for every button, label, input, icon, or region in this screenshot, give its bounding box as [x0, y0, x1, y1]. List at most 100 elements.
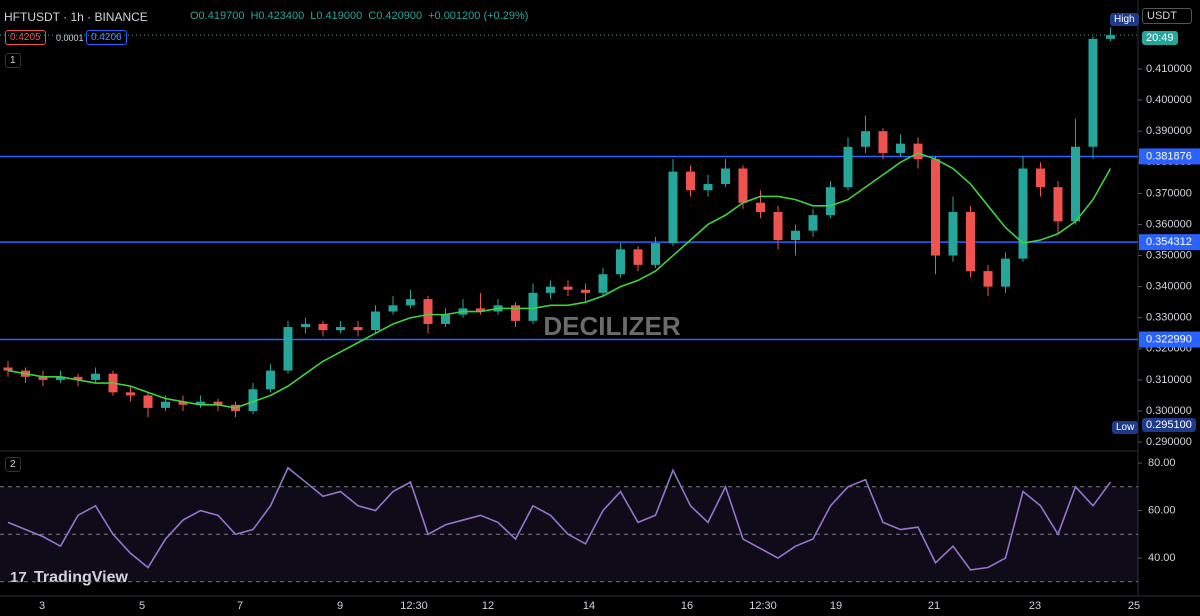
candle-body: [406, 299, 415, 306]
y-tick-label: 0.410000: [1146, 63, 1192, 75]
ohlc-value: C0.420900: [368, 10, 423, 22]
candle-body: [336, 327, 345, 331]
currency[interactable]: USDT: [1142, 8, 1192, 24]
x-tick-label: 23: [1029, 600, 1041, 612]
candle-body: [1106, 35, 1115, 39]
candle-body: [843, 146, 853, 188]
y-tick-label: 0.350000: [1146, 249, 1192, 261]
pane-count[interactable]: 2: [5, 457, 21, 472]
candle-body: [266, 370, 275, 390]
x-tick-label: 7: [237, 600, 243, 612]
candle-body: [791, 230, 800, 241]
y-tick-label: 0.340000: [1146, 281, 1192, 293]
candle-body: [773, 212, 783, 241]
candle-body: [1036, 168, 1045, 188]
candle-body: [1053, 187, 1063, 222]
x-tick-label: 9: [337, 600, 343, 612]
level-tag: [1139, 331, 1200, 348]
candle-body: [861, 131, 870, 147]
candle-body: [931, 159, 940, 256]
candle-body: [1018, 168, 1028, 259]
y-tick-label: 0.290000: [1146, 436, 1192, 448]
x-tick-label: 12:30: [749, 600, 777, 612]
candle-body: [633, 249, 643, 265]
x-tick-label: 19: [830, 600, 842, 612]
candle-body: [248, 389, 258, 412]
candle-body: [896, 143, 905, 153]
candle-body: [126, 392, 135, 396]
candle-body: [3, 367, 13, 371]
candle-body: [668, 171, 678, 244]
x-tick-label: 25: [1128, 600, 1140, 612]
bid[interactable]: 0.4205: [5, 30, 46, 45]
rsi-line: [7, 466, 1112, 571]
level-label: 0.354312: [1146, 236, 1192, 248]
candle-body: [353, 327, 363, 331]
moving-average: [7, 152, 1112, 409]
candle-body: [913, 143, 923, 160]
candle-body: [178, 401, 188, 405]
rsi-tick-label: 40.00: [1148, 552, 1176, 564]
ohlc-row: O0.419700 H0.423400 L0.419000 C0.420900 +0.0…: [190, 10, 534, 22]
ask[interactable]: 0.4206: [86, 30, 127, 45]
candle-body: [966, 212, 975, 272]
candle-body: [213, 401, 223, 405]
rsi-tick-label: 80.00: [1148, 457, 1176, 469]
ohlc-value: O0.419700: [190, 10, 245, 22]
candle-body: [143, 395, 153, 408]
candle-body: [38, 376, 48, 380]
y-tick-label: 0.400000: [1146, 94, 1192, 106]
rsi-tick-label: 60.00: [1148, 504, 1176, 516]
candle-body: [511, 305, 520, 321]
brand-logo: 17: [10, 569, 27, 586]
candle-body: [686, 171, 695, 191]
candle-body: [528, 292, 538, 321]
x-tick-label: 12:30: [400, 600, 428, 612]
x-tick-label: 14: [583, 600, 595, 612]
candle-body: [616, 249, 625, 275]
y-tick-label: 0.310000: [1146, 374, 1192, 386]
candle-body: [56, 376, 65, 380]
candle-body: [91, 373, 100, 380]
candle-body: [423, 299, 433, 324]
level-label: 0.322990: [1146, 333, 1192, 345]
pane-count[interactable]: 1: [5, 53, 21, 68]
high-tag: High: [1110, 13, 1139, 26]
candle-body: [388, 305, 398, 312]
candle-body: [318, 323, 328, 331]
x-tick-label: 3: [39, 600, 45, 612]
candle-body: [808, 215, 818, 231]
symbol: HFTUSDT · 1h · BINANCE: [4, 10, 148, 24]
candle-body: [161, 401, 170, 408]
ohlc-value: H0.423400: [250, 10, 305, 22]
candle-body: [1088, 38, 1098, 147]
level-tag: [1139, 148, 1200, 165]
candle-body: [1001, 258, 1010, 287]
candle-body: [301, 323, 310, 328]
spread: 0.0001: [56, 33, 84, 43]
watermark: DECILIZER: [543, 311, 680, 341]
y-tick-label: 0.390000: [1146, 125, 1192, 137]
candle-body: [563, 286, 573, 290]
candle-body: [651, 243, 660, 265]
candle-body: [371, 311, 380, 331]
candle-body: [878, 131, 888, 153]
countdown: 20:49: [1142, 31, 1178, 45]
candle-body: [598, 274, 608, 293]
candle-body: [721, 168, 730, 185]
low-value: 0.295100: [1142, 418, 1196, 433]
candle-body: [476, 308, 485, 312]
y-tick-label: 0.370000: [1146, 187, 1192, 199]
candle-body: [581, 289, 590, 293]
level-label: 0.381876: [1146, 150, 1192, 162]
candle-body: [826, 187, 835, 216]
candle-body: [983, 271, 993, 287]
level-tag: [1139, 234, 1200, 251]
candle-body: [283, 327, 293, 371]
candle-body: [756, 202, 765, 213]
candle-body: [738, 168, 748, 203]
low-tag: Low: [1112, 421, 1139, 434]
